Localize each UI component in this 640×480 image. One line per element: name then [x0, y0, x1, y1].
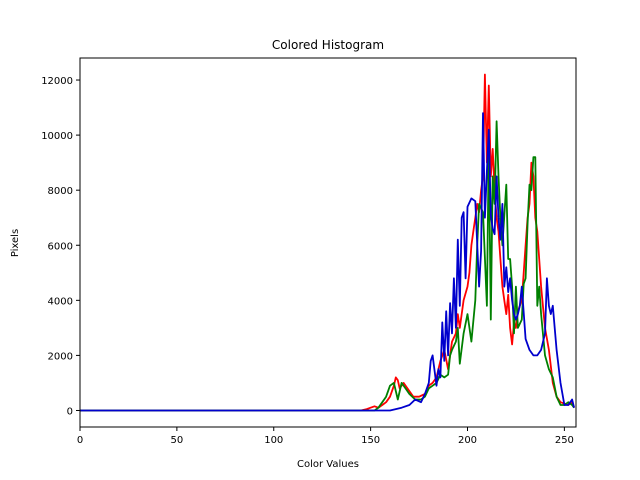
x-tick-label: 150 — [361, 435, 380, 446]
x-tick-label: 100 — [264, 435, 283, 446]
x-tick-label: 250 — [555, 435, 574, 446]
x-tick-label: 200 — [458, 435, 477, 446]
y-tick-label: 6000 — [48, 241, 73, 252]
chart-title: Colored Histogram — [272, 38, 384, 52]
y-tick-label: 10000 — [41, 131, 73, 142]
y-tick-label: 12000 — [41, 76, 73, 87]
x-tick-label: 50 — [171, 435, 184, 446]
y-tick-label: 2000 — [48, 351, 73, 362]
series-line-3 — [80, 112, 575, 412]
plot-frame — [79, 57, 577, 428]
series-lines — [80, 73, 575, 412]
y-axis-label: Pixels — [10, 229, 21, 257]
y-tick-label: 8000 — [48, 186, 73, 197]
y-axis-ticks: 0 2000 4000 6000 8000 10000 12000 — [41, 76, 80, 417]
x-axis-ticks: 0 50 100 150 200 250 — [77, 427, 574, 446]
x-axis-label: Color Values — [297, 459, 359, 470]
y-tick-label: 0 — [67, 406, 73, 417]
y-tick-label: 4000 — [48, 296, 73, 307]
x-tick-label: 0 — [77, 435, 83, 446]
